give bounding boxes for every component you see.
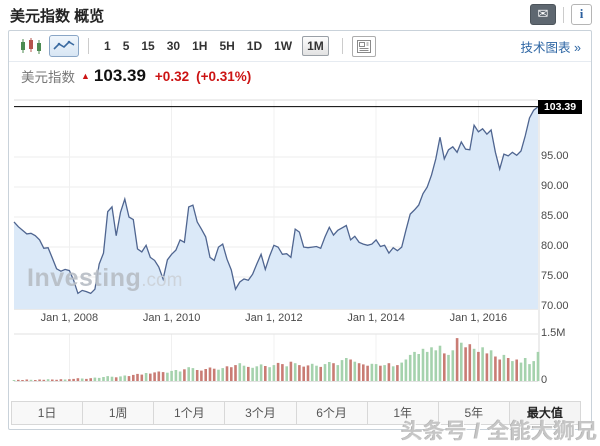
range-selector: 1日 1周 1个月 3个月 6个月 1年 5年 最大值	[11, 401, 581, 425]
chart-widget: 1 5 15 30 1H 5H 1D 1W 1M 技术图表 » 美元指数 ▲ 103.39 +0…	[8, 30, 592, 430]
technical-chart-link[interactable]: 技术图表 »	[521, 37, 581, 56]
range-1个月-button[interactable]: 1个月	[154, 401, 226, 425]
interval-1-button[interactable]: 1	[104, 39, 111, 53]
interval-1D-button[interactable]: 1D	[246, 39, 263, 53]
interval-15-button[interactable]: 15	[141, 39, 155, 53]
candlestick-chart-icon[interactable]	[19, 37, 43, 55]
interval-1H-button[interactable]: 1H	[192, 39, 208, 53]
technical-chart-label: 技术图表	[520, 40, 571, 55]
x-axis-label: Jan 1, 2010	[142, 312, 201, 324]
interval-group: 1 5 15 30 1H 5H 1D 1W 1M	[98, 36, 333, 56]
range-3个月-button[interactable]: 3个月	[225, 401, 297, 425]
price-change: +0.32	[154, 68, 190, 84]
title-actions: ✉ i	[530, 4, 592, 25]
y-axis-label: 90.00	[541, 180, 569, 193]
volume-axis-label: 1.5M	[541, 327, 566, 339]
x-axis-label: Jan 1, 2012	[245, 312, 303, 324]
volume-axis-label: 0	[541, 373, 548, 386]
y-axis-label: 95.00	[541, 150, 569, 163]
email-icon[interactable]: ✉	[530, 4, 556, 25]
last-price: 103.39	[93, 66, 146, 85]
x-axis-label: Jan 1, 2016	[449, 312, 508, 324]
interval-1M-button[interactable]: 1M	[302, 36, 329, 56]
y-axis-label: 75.00	[541, 270, 569, 283]
y-axis-label: 80.00	[541, 240, 569, 253]
info-icon[interactable]: i	[571, 4, 592, 25]
price-change-percent: (+0.31%)	[196, 68, 252, 84]
y-axis-label: 85.00	[541, 210, 569, 223]
range-1年-button[interactable]: 1年	[367, 401, 439, 425]
double-chevron-icon: »	[574, 40, 581, 55]
y-axis-label: 70.00	[541, 300, 569, 313]
x-axis-label: Jan 1, 2014	[347, 312, 405, 324]
last-price-tag: 103.39	[538, 100, 582, 114]
page-title: 美元指数 概览	[10, 8, 105, 25]
range-1周-button[interactable]: 1周	[83, 401, 155, 425]
interval-1W-button[interactable]: 1W	[274, 39, 293, 53]
line-chart-icon[interactable]	[49, 35, 79, 57]
divider	[563, 6, 564, 23]
quote-panel-icon[interactable]	[351, 35, 376, 57]
interval-5-button[interactable]: 5	[122, 39, 130, 53]
instrument-name: 美元指数	[21, 70, 75, 85]
range-最大值-button[interactable]: 最大值	[509, 401, 581, 425]
x-axis-label: Jan 1, 2008	[40, 312, 99, 324]
price-chart: Investing.com 95.00 90.00 85.00 80.00 75.00 7…	[9, 90, 591, 386]
toolbar-separator	[88, 38, 89, 54]
range-5年-button[interactable]: 5年	[438, 401, 510, 425]
interval-30-button[interactable]: 30	[166, 39, 181, 53]
range-1日-button[interactable]: 1日	[11, 401, 84, 425]
overlay-watermark: 头条号 / 全能大狮兄	[401, 420, 598, 443]
interval-5H-button[interactable]: 5H	[219, 39, 235, 53]
chart-toolbar: 1 5 15 30 1H 5H 1D 1W 1M 技术图表 »	[9, 31, 591, 62]
toolbar-separator	[341, 38, 343, 54]
quote-row: 美元指数 ▲ 103.39 +0.32 (+0.31%)	[9, 62, 591, 90]
up-arrow-icon: ▲	[81, 71, 90, 81]
chart-plot-area[interactable]	[9, 90, 591, 383]
range-6个月-button[interactable]: 6个月	[296, 401, 368, 425]
investing-watermark: Investing.com	[27, 264, 183, 292]
